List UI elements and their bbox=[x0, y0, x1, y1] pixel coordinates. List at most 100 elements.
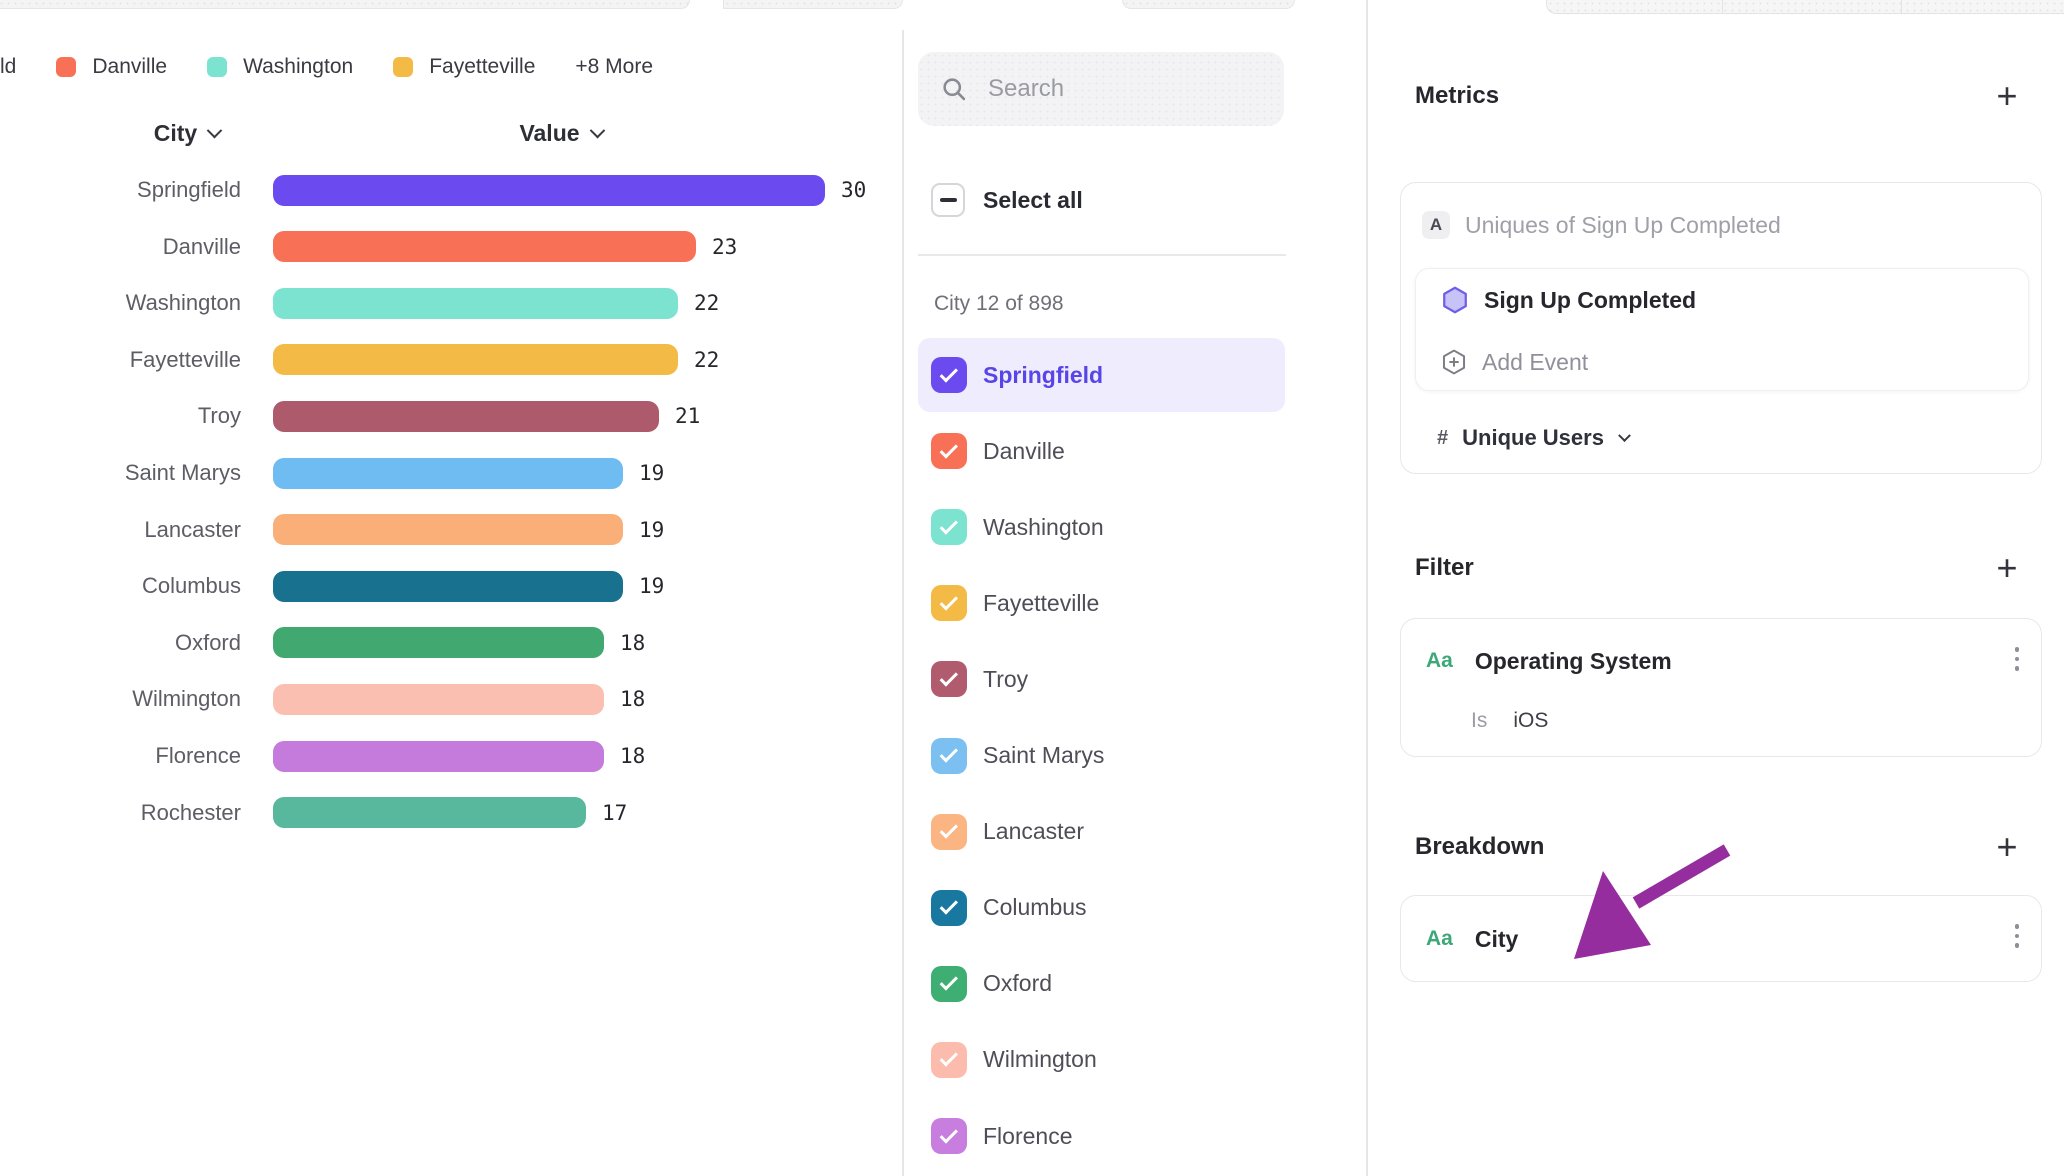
list-item-label: Washington bbox=[983, 513, 1104, 540]
legend-swatch-icon bbox=[56, 57, 77, 77]
chart-row: Fayetteville 22 bbox=[0, 329, 719, 391]
bar-rochester[interactable] bbox=[273, 797, 586, 829]
list-divider bbox=[918, 254, 1286, 256]
checkbox-checked[interactable] bbox=[931, 357, 967, 393]
list-item-oxford[interactable]: Oxford bbox=[918, 947, 1285, 1021]
event-card: Sign Up Completed Add Event bbox=[1415, 268, 2029, 391]
bar-springfield[interactable] bbox=[273, 174, 825, 206]
list-item-label: Oxford bbox=[983, 970, 1053, 997]
filter-property: Operating System bbox=[1474, 647, 1672, 674]
string-type-icon: Aa bbox=[1426, 649, 1453, 672]
list-item-fayetteville[interactable]: Fayetteville bbox=[918, 566, 1285, 640]
legend-label: +8 More bbox=[575, 55, 654, 78]
bar-category-label: Saint Marys bbox=[124, 460, 241, 485]
filter-section-title: Filter bbox=[1415, 554, 1474, 581]
list-item-label: Troy bbox=[983, 665, 1029, 692]
bar-troy[interactable] bbox=[273, 400, 659, 432]
add-event-hexagon-plus-icon bbox=[1440, 348, 1468, 376]
checkbox-checked[interactable] bbox=[931, 737, 967, 774]
breakdown-kebab-menu[interactable] bbox=[2007, 924, 2027, 948]
chevron-down-icon bbox=[589, 122, 605, 138]
chart-row: Washington 22 bbox=[0, 272, 719, 334]
list-item-springfield[interactable]: Springfield bbox=[918, 338, 1285, 412]
bar-danville[interactable] bbox=[273, 231, 696, 263]
legend-swatch-icon bbox=[393, 57, 414, 77]
chart-row: Saint Marys 19 bbox=[0, 442, 664, 504]
legend-label: Fayetteville bbox=[429, 55, 536, 78]
checkbox-checked[interactable] bbox=[931, 813, 967, 850]
list-item-wilmington[interactable]: Wilmington bbox=[918, 1023, 1285, 1097]
breakdown-card[interactable]: Aa City bbox=[1400, 895, 2042, 982]
add-filter-button[interactable]: + bbox=[1996, 547, 2018, 588]
checkbox-checked[interactable] bbox=[931, 509, 967, 546]
chart-row: Rochester 17 bbox=[0, 782, 627, 844]
bar-saint-marys[interactable] bbox=[273, 457, 623, 489]
add-breakdown-button[interactable]: + bbox=[1996, 826, 2018, 867]
list-item-columbus[interactable]: Columbus bbox=[918, 871, 1285, 945]
legend-item[interactable]: Fayetteville bbox=[393, 55, 535, 79]
top-toolbar-remnant bbox=[723, 0, 903, 9]
select-all-checkbox-indeterminate[interactable] bbox=[931, 183, 965, 217]
list-item-label: Saint Marys bbox=[983, 742, 1105, 768]
bar-columbus[interactable] bbox=[273, 570, 623, 602]
bar-oxford[interactable] bbox=[273, 627, 604, 659]
bar-fayetteville[interactable] bbox=[273, 344, 678, 376]
bar-category-label: Washington bbox=[125, 290, 241, 316]
metric-card[interactable]: A Uniques of Sign Up Completed Sign Up C… bbox=[1400, 182, 2042, 474]
add-event-row[interactable]: Add Event bbox=[1416, 331, 2028, 393]
bar-value-label: 18 bbox=[620, 744, 646, 768]
bar-value-label: 19 bbox=[639, 461, 665, 485]
bar-wilmington[interactable] bbox=[273, 683, 604, 715]
bar-value-label: 18 bbox=[620, 687, 646, 712]
legend-label: Washington bbox=[243, 55, 354, 78]
checkbox-checked[interactable] bbox=[931, 661, 967, 698]
checkbox-checked[interactable] bbox=[931, 585, 967, 622]
sort-header-value[interactable]: Value bbox=[495, 117, 627, 149]
event-row[interactable]: Sign Up Completed bbox=[1416, 269, 2028, 331]
bar-category-label: Troy bbox=[197, 403, 241, 429]
list-item-saint-marys[interactable]: Saint Marys bbox=[918, 719, 1285, 793]
legend-item[interactable]: Danville bbox=[56, 55, 167, 79]
segment-divider bbox=[1722, 0, 1723, 13]
bar-lancaster[interactable] bbox=[273, 514, 623, 546]
bar-category-label: Springfield bbox=[137, 177, 241, 202]
top-toolbar-remnant bbox=[0, 0, 690, 9]
list-item-danville[interactable]: Danville bbox=[918, 414, 1285, 488]
list-item-florence[interactable]: Florence bbox=[918, 1099, 1285, 1173]
bar-washington[interactable] bbox=[273, 287, 678, 319]
select-all-row[interactable]: Select all bbox=[931, 180, 1083, 220]
filter-card[interactable]: Aa Operating System Is iOS bbox=[1400, 618, 2042, 757]
event-hexagon-icon bbox=[1440, 285, 1470, 315]
checkbox-checked[interactable] bbox=[931, 965, 967, 1002]
bar-category-label: Danville bbox=[162, 233, 241, 259]
event-name: Sign Up Completed bbox=[1484, 286, 1697, 313]
list-item-troy[interactable]: Troy bbox=[918, 642, 1285, 716]
view-segmented-control[interactable] bbox=[1546, 0, 2064, 14]
list-item-label: Florence bbox=[983, 1122, 1073, 1149]
measure-dropdown[interactable]: # Unique Users bbox=[1437, 423, 1631, 453]
sort-header-city[interactable]: City bbox=[122, 117, 252, 149]
legend-label: Danville bbox=[92, 55, 168, 78]
search-input[interactable] bbox=[988, 75, 1238, 103]
legend-item[interactable]: ld bbox=[0, 55, 16, 79]
list-item-washington[interactable]: Washington bbox=[918, 490, 1285, 564]
bar-category-label: Lancaster bbox=[144, 516, 241, 542]
chart-legend: ld Danville Washington Fayetteville +8 More bbox=[0, 52, 653, 82]
metric-letter-badge: A bbox=[1422, 211, 1450, 239]
checkbox-checked[interactable] bbox=[931, 1041, 967, 1078]
filter-kebab-menu[interactable] bbox=[2007, 647, 2027, 671]
search-box[interactable] bbox=[918, 52, 1284, 126]
filter-value[interactable]: iOS bbox=[1513, 709, 1549, 732]
bar-florence[interactable] bbox=[273, 740, 604, 772]
legend-item[interactable]: +8 More bbox=[575, 55, 653, 79]
add-metric-button[interactable]: + bbox=[1996, 75, 2018, 116]
filter-operator[interactable]: Is bbox=[1471, 709, 1488, 732]
checkbox-checked[interactable] bbox=[931, 1118, 967, 1154]
add-event-label: Add Event bbox=[1482, 348, 1589, 375]
legend-item[interactable]: Washington bbox=[207, 55, 353, 79]
checkbox-checked[interactable] bbox=[931, 889, 967, 926]
bar-value-label: 19 bbox=[639, 517, 665, 542]
checkbox-checked[interactable] bbox=[931, 433, 967, 470]
list-item-lancaster[interactable]: Lancaster bbox=[918, 795, 1285, 869]
list-item-label: Fayetteville bbox=[983, 589, 1100, 616]
